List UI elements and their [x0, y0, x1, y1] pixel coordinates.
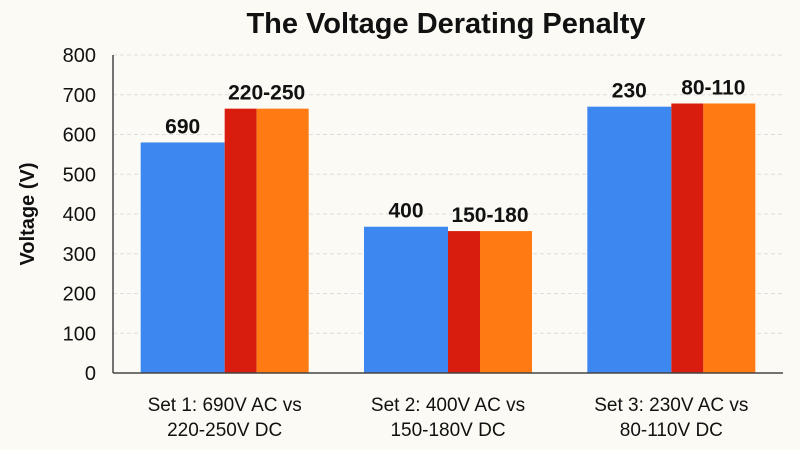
data-label-ac: 690 — [165, 115, 200, 138]
data-label-dc: 220-250 — [228, 82, 305, 105]
bar-dc-high — [703, 103, 756, 374]
y-tick-label: 500 — [63, 164, 96, 186]
bar-dc-low — [448, 231, 480, 373]
y-tick-label: 0 — [85, 363, 96, 385]
category-labels: Set 1: 690V AC vs 220-250V DC Set 2: 400V … — [148, 395, 749, 441]
data-labels: 690 220-250 400 150-180 230 80-110 — [165, 76, 745, 227]
category-label: Set 2: 400V AC vs — [371, 395, 525, 416]
bar-dc-low — [224, 108, 257, 373]
y-axis-label: Voltage (V) — [17, 163, 39, 266]
bar-ac — [364, 226, 448, 373]
category-label: 80-110V DC — [620, 420, 723, 441]
data-label-dc: 150-180 — [451, 204, 528, 227]
data-label-dc: 80-110 — [681, 76, 745, 99]
bar-dc-high — [256, 108, 309, 373]
y-tick-label: 200 — [63, 284, 96, 306]
chart-title: The Voltage Derating Penalty — [246, 8, 645, 40]
category-label: Set 3: 230V AC vs — [594, 395, 748, 416]
bar-ac — [140, 142, 225, 373]
y-tick-label: 300 — [63, 244, 96, 266]
y-tick-label: 700 — [63, 85, 96, 107]
bar-dc-high — [480, 231, 532, 373]
data-label-ac: 230 — [612, 80, 647, 103]
y-tick-label: 400 — [63, 204, 96, 226]
y-tick-labels: 0 100 200 300 400 500 600 700 800 — [63, 45, 96, 385]
y-tick-label: 800 — [63, 45, 96, 67]
category-label: 150-180V DC — [390, 420, 505, 441]
axes — [112, 55, 783, 374]
bar-dc-low — [671, 103, 704, 374]
y-tick-label: 100 — [63, 323, 96, 345]
bar-ac — [587, 106, 672, 374]
y-tick-label: 600 — [63, 125, 96, 147]
data-label-ac: 400 — [388, 200, 423, 223]
category-label: 220-250V DC — [167, 420, 282, 441]
category-label: Set 1: 690V AC vs — [148, 395, 302, 416]
bar-series — [140, 103, 756, 374]
